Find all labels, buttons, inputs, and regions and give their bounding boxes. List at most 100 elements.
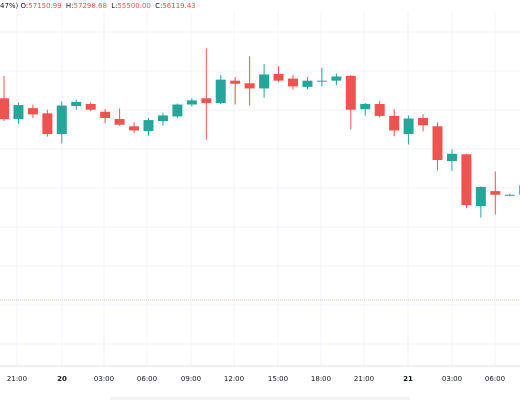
candle-body-9 [129,126,140,131]
x-tick-label-2: 03:00 [94,375,114,383]
candle-20 [288,74,298,90]
candle-body-17 [244,83,255,89]
x-tick-label-1: 20 [57,375,67,383]
candle-15 [215,74,226,104]
candle-body-25 [360,104,371,110]
x-tick-label-11: 06:00 [485,375,505,383]
candle-16 [230,77,241,105]
candle-5 [71,99,82,110]
x-tick-label-8: 21:00 [354,375,374,383]
candle-body-10 [143,120,154,131]
candle-body-22 [316,80,327,82]
high-value: 57298.68 [73,2,107,10]
time-axis-scrollbar[interactable] [110,397,410,400]
x-tick-label-3: 06:00 [137,375,157,383]
candle-body-3 [42,113,53,135]
candle-body-21 [302,80,313,87]
candle-32 [461,153,472,209]
candle-9 [129,122,140,134]
candle-body-7 [100,111,111,118]
candle-body-12 [172,104,183,117]
candle-1 [13,102,24,124]
candle-26 [374,100,385,118]
candle-body-15 [215,79,226,103]
close-label: C: [155,2,163,10]
candle-2 [27,104,38,118]
low-label: L: [111,2,118,10]
candle-21 [302,77,313,90]
ohlc-legend: 47%) O:57150.99 H:57298.68 L:55500.00 C:… [0,0,198,12]
x-tick-label-5: 12:00 [224,375,244,383]
candle-19 [273,66,284,83]
candle-body-33 [475,186,486,207]
close-value: 56119.43 [162,2,196,10]
candle-body-5 [71,101,82,107]
time-axis-labels: 21:00 20 03:00 06:00 09:00 12:00 15:00 18:00 21:… [7,375,505,383]
candle-body-19 [273,73,284,81]
x-tick-label-10: 03:00 [442,375,462,383]
candle-body-31 [446,153,457,162]
high-label: H: [65,2,74,10]
candle-body-35 [504,194,515,196]
candle-10 [143,118,154,136]
change-fragment: 47%) [0,2,19,10]
low-value: 55500.00 [117,2,151,10]
candle-body-14 [201,98,212,103]
candle-body-23 [331,76,342,81]
candle-body-16 [230,80,241,84]
candle-body-11 [157,115,168,122]
x-tick-label-7: 18:00 [311,375,331,383]
candle-body-6 [85,104,96,110]
candle-34 [490,171,501,215]
candle-13 [186,98,197,107]
candle-24 [345,74,356,130]
candle-body-26 [374,104,385,116]
candle-0 [0,76,9,122]
candle-23 [331,73,342,86]
open-value: 57150.99 [28,2,62,10]
candle-14 [201,48,212,140]
candle-7 [100,109,111,124]
candle-17 [244,56,255,106]
candle-body-30 [432,126,443,160]
candle-body-20 [288,78,298,87]
candle-35 [504,193,515,197]
candle-body-13 [186,100,197,105]
candle-body-1 [13,105,24,120]
x-tick-label-0: 21:00 [7,375,27,383]
candle-3 [42,109,53,137]
candle-body-28 [403,118,414,135]
x-tick-label-6: 15:00 [268,375,288,383]
candle-8 [114,108,125,126]
candle-30 [432,122,443,171]
candle-22 [316,67,327,87]
x-tick-label-9: 21 [403,375,413,383]
candle-body-18 [259,74,270,89]
candle-6 [85,102,96,112]
candle-18 [259,64,270,98]
candle-body-2 [27,108,38,115]
candle-27 [389,109,400,137]
grid-lines [0,12,520,366]
candle-body-29 [418,118,429,126]
candle-body-0 [0,98,9,120]
candle-28 [403,115,414,145]
candle-body-34 [490,191,501,195]
candle-body-8 [114,119,125,125]
candle-12 [172,103,183,118]
open-label: O: [20,2,29,10]
candle-body-4 [56,105,67,135]
candle-body-27 [389,115,400,131]
candle-29 [418,114,429,132]
candle-body-32 [461,154,472,206]
candle-25 [360,102,371,116]
candle-4 [56,101,67,144]
candle-body-24 [345,76,356,110]
candle-33 [475,186,486,218]
candle-11 [157,112,168,126]
candles [0,48,520,218]
candle-31 [446,149,457,171]
x-tick-label-4: 09:00 [181,375,201,383]
